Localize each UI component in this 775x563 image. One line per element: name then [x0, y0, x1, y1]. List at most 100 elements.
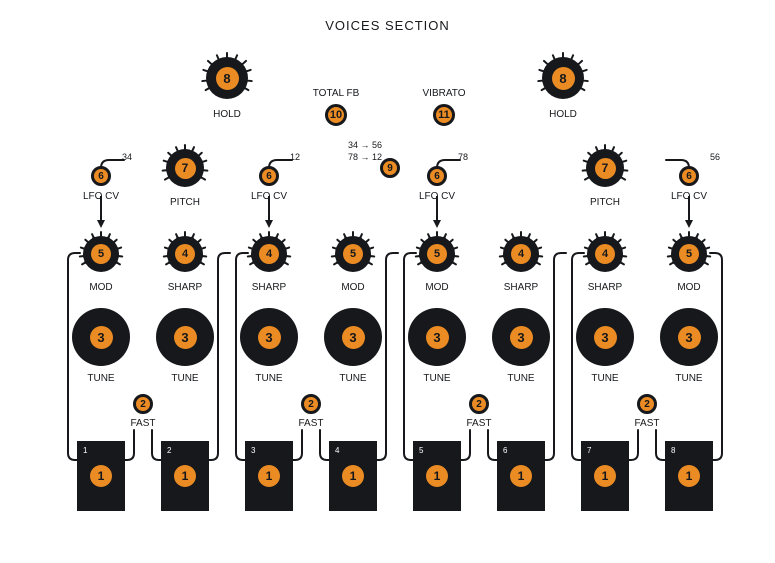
label-route2: 78 → 12	[335, 152, 395, 162]
label-lfo-cv-2: LFO CV	[397, 191, 477, 202]
voice-key-5[interactable]: 51	[413, 441, 461, 511]
knob-hold-1-badge: 8	[552, 67, 575, 90]
knob-sharp-2-badge: 4	[259, 244, 279, 264]
voice-key-4[interactable]: 41	[329, 441, 377, 511]
knob-tune-0[interactable]: 3	[72, 308, 130, 366]
voice-key-badge-1: 1	[90, 465, 112, 487]
knob-tune-5[interactable]: 3	[492, 308, 550, 366]
knob-mod-3-badge: 5	[343, 244, 363, 264]
label-lfo-cv-3: LFO CV	[649, 191, 729, 202]
voice-key-3[interactable]: 31	[245, 441, 293, 511]
label-vibrato: VIBRATO	[404, 88, 484, 99]
knob-lfo-cv-1[interactable]: 6	[259, 166, 279, 186]
voice-key-index-5: 5	[419, 446, 423, 455]
knob-mod-4[interactable]: 5	[419, 236, 455, 272]
voice-key-badge-2: 1	[174, 465, 196, 487]
voice-key-index-3: 3	[251, 446, 255, 455]
label-lfo-num-1: 12	[265, 152, 325, 162]
voice-key-badge-5: 1	[426, 465, 448, 487]
knob-tune-1[interactable]: 3	[156, 308, 214, 366]
knob-sharp-6[interactable]: 4	[587, 236, 623, 272]
label-hold-0: HOLD	[187, 109, 267, 120]
label-sharp-2: SHARP	[229, 282, 309, 293]
label-sharp-5: SHARP	[481, 282, 561, 293]
label-lfo-num-3: 56	[685, 152, 745, 162]
knob-sharp-5[interactable]: 4	[503, 236, 539, 272]
label-mod-0: MOD	[61, 282, 141, 293]
voice-key-index-2: 2	[167, 446, 171, 455]
knob-tune-4[interactable]: 3	[408, 308, 466, 366]
label-tune-4: TUNE	[397, 373, 477, 384]
label-lfo-cv-0: LFO CV	[61, 191, 141, 202]
knob-tune-2[interactable]: 3	[240, 308, 298, 366]
btn-fast-0[interactable]: 2	[133, 394, 153, 414]
knob-mod-4-badge: 5	[427, 244, 447, 264]
knob-lfo-cv-2[interactable]: 6	[427, 166, 447, 186]
knob-pitch-1[interactable]: 7	[586, 149, 624, 187]
voice-key-badge-3: 1	[258, 465, 280, 487]
label-mod-4: MOD	[397, 282, 477, 293]
knob-vibrato[interactable]: 11	[433, 104, 455, 126]
knob-pitch-1-badge: 7	[595, 158, 616, 179]
knob-tune-6[interactable]: 3	[576, 308, 634, 366]
knob-mod-7[interactable]: 5	[671, 236, 707, 272]
label-sharp-6: SHARP	[565, 282, 645, 293]
label-hold-1: HOLD	[523, 109, 603, 120]
knob-lfo-cv-0[interactable]: 6	[91, 166, 111, 186]
knob-hold-1[interactable]: 8	[542, 57, 584, 99]
btn-fast-3[interactable]: 2	[637, 394, 657, 414]
knob-pitch-0[interactable]: 7	[166, 149, 204, 187]
knob-lfo-cv-3[interactable]: 6	[679, 166, 699, 186]
knob-tune-7[interactable]: 3	[660, 308, 718, 366]
label-lfo-cv-1: LFO CV	[229, 191, 309, 202]
label-fast-3: FAST	[607, 418, 687, 429]
label-pitch-0: PITCH	[145, 197, 225, 208]
label-pitch-1: PITCH	[565, 197, 645, 208]
knob-sharp-6-badge: 4	[595, 244, 615, 264]
label-tune-2: TUNE	[229, 373, 309, 384]
label-lfo-num-2: 78	[433, 152, 493, 162]
knob-sharp-5-badge: 4	[511, 244, 531, 264]
label-tune-1: TUNE	[145, 373, 225, 384]
btn-fast-2[interactable]: 2	[469, 394, 489, 414]
label-sharp-1: SHARP	[145, 282, 225, 293]
voice-key-6[interactable]: 61	[497, 441, 545, 511]
knob-tune-3[interactable]: 3	[324, 308, 382, 366]
knob-sharp-2[interactable]: 4	[251, 236, 287, 272]
label-fast-1: FAST	[271, 418, 351, 429]
voice-key-badge-8: 1	[678, 465, 700, 487]
knob-mod-0[interactable]: 5	[83, 236, 119, 272]
btn-fast-1[interactable]: 2	[301, 394, 321, 414]
voice-key-badge-7: 1	[594, 465, 616, 487]
label-tune-6: TUNE	[565, 373, 645, 384]
voice-key-index-8: 8	[671, 446, 675, 455]
label-mod-3: MOD	[313, 282, 393, 293]
label-tune-7: TUNE	[649, 373, 729, 384]
voice-key-7[interactable]: 71	[581, 441, 629, 511]
voice-key-2[interactable]: 21	[161, 441, 209, 511]
voice-key-badge-4: 1	[342, 465, 364, 487]
knob-mod-0-badge: 5	[91, 244, 111, 264]
voice-key-8[interactable]: 81	[665, 441, 713, 511]
label-tune-3: TUNE	[313, 373, 393, 384]
section-title: VOICES SECTION	[0, 18, 775, 33]
label-lfo-num-0: 34	[97, 152, 157, 162]
knob-hold-0[interactable]: 8	[206, 57, 248, 99]
label-mod-7: MOD	[649, 282, 729, 293]
knob-mod-3[interactable]: 5	[335, 236, 371, 272]
label-tune-0: TUNE	[61, 373, 141, 384]
knob-hold-0-badge: 8	[216, 67, 239, 90]
knob-sharp-1-badge: 4	[175, 244, 195, 264]
label-total-fb: TOTAL FB	[296, 88, 376, 99]
voice-key-index-7: 7	[587, 446, 591, 455]
voice-key-badge-6: 1	[510, 465, 532, 487]
voice-key-1[interactable]: 11	[77, 441, 125, 511]
label-fast-2: FAST	[439, 418, 519, 429]
knob-total-fb[interactable]: 10	[325, 104, 347, 126]
voice-key-index-6: 6	[503, 446, 507, 455]
knob-sharp-1[interactable]: 4	[167, 236, 203, 272]
label-tune-5: TUNE	[481, 373, 561, 384]
label-fast-0: FAST	[103, 418, 183, 429]
voice-key-index-1: 1	[83, 446, 87, 455]
voice-key-index-4: 4	[335, 446, 339, 455]
